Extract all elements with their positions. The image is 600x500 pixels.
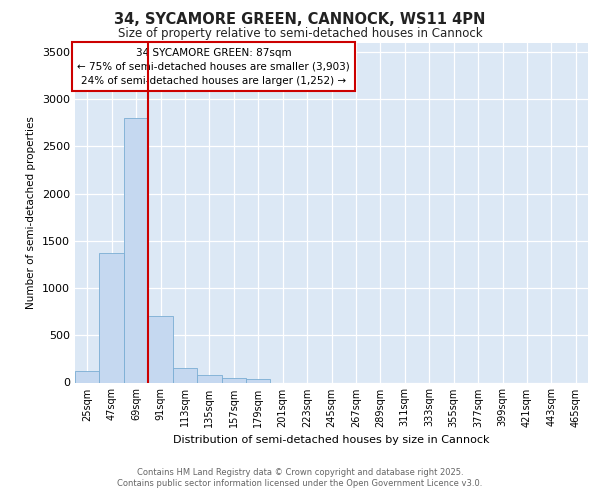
Text: Contains HM Land Registry data © Crown copyright and database right 2025.
Contai: Contains HM Land Registry data © Crown c… (118, 468, 482, 487)
Bar (246, 379, 271, 382)
Y-axis label: Number of semi-detached properties: Number of semi-detached properties (26, 116, 37, 309)
Text: 34, SYCAMORE GREEN, CANNOCK, WS11 4PN: 34, SYCAMORE GREEN, CANNOCK, WS11 4PN (115, 12, 485, 28)
Bar (124, 118, 148, 382)
X-axis label: Distribution of semi-detached houses by size in Cannock: Distribution of semi-detached houses by … (173, 435, 490, 445)
Text: Size of property relative to semi-detached houses in Cannock: Size of property relative to semi-detach… (118, 28, 482, 40)
Bar (197, 375, 221, 382)
Bar (100, 253, 124, 382)
Text: 34 SYCAMORE GREEN: 87sqm
← 75% of semi-detached houses are smaller (3,903)
24% o: 34 SYCAMORE GREEN: 87sqm ← 75% of semi-d… (77, 48, 350, 86)
Bar (221, 378, 246, 382)
Bar (75, 371, 100, 382)
Bar (148, 316, 173, 382)
Bar (173, 368, 197, 382)
